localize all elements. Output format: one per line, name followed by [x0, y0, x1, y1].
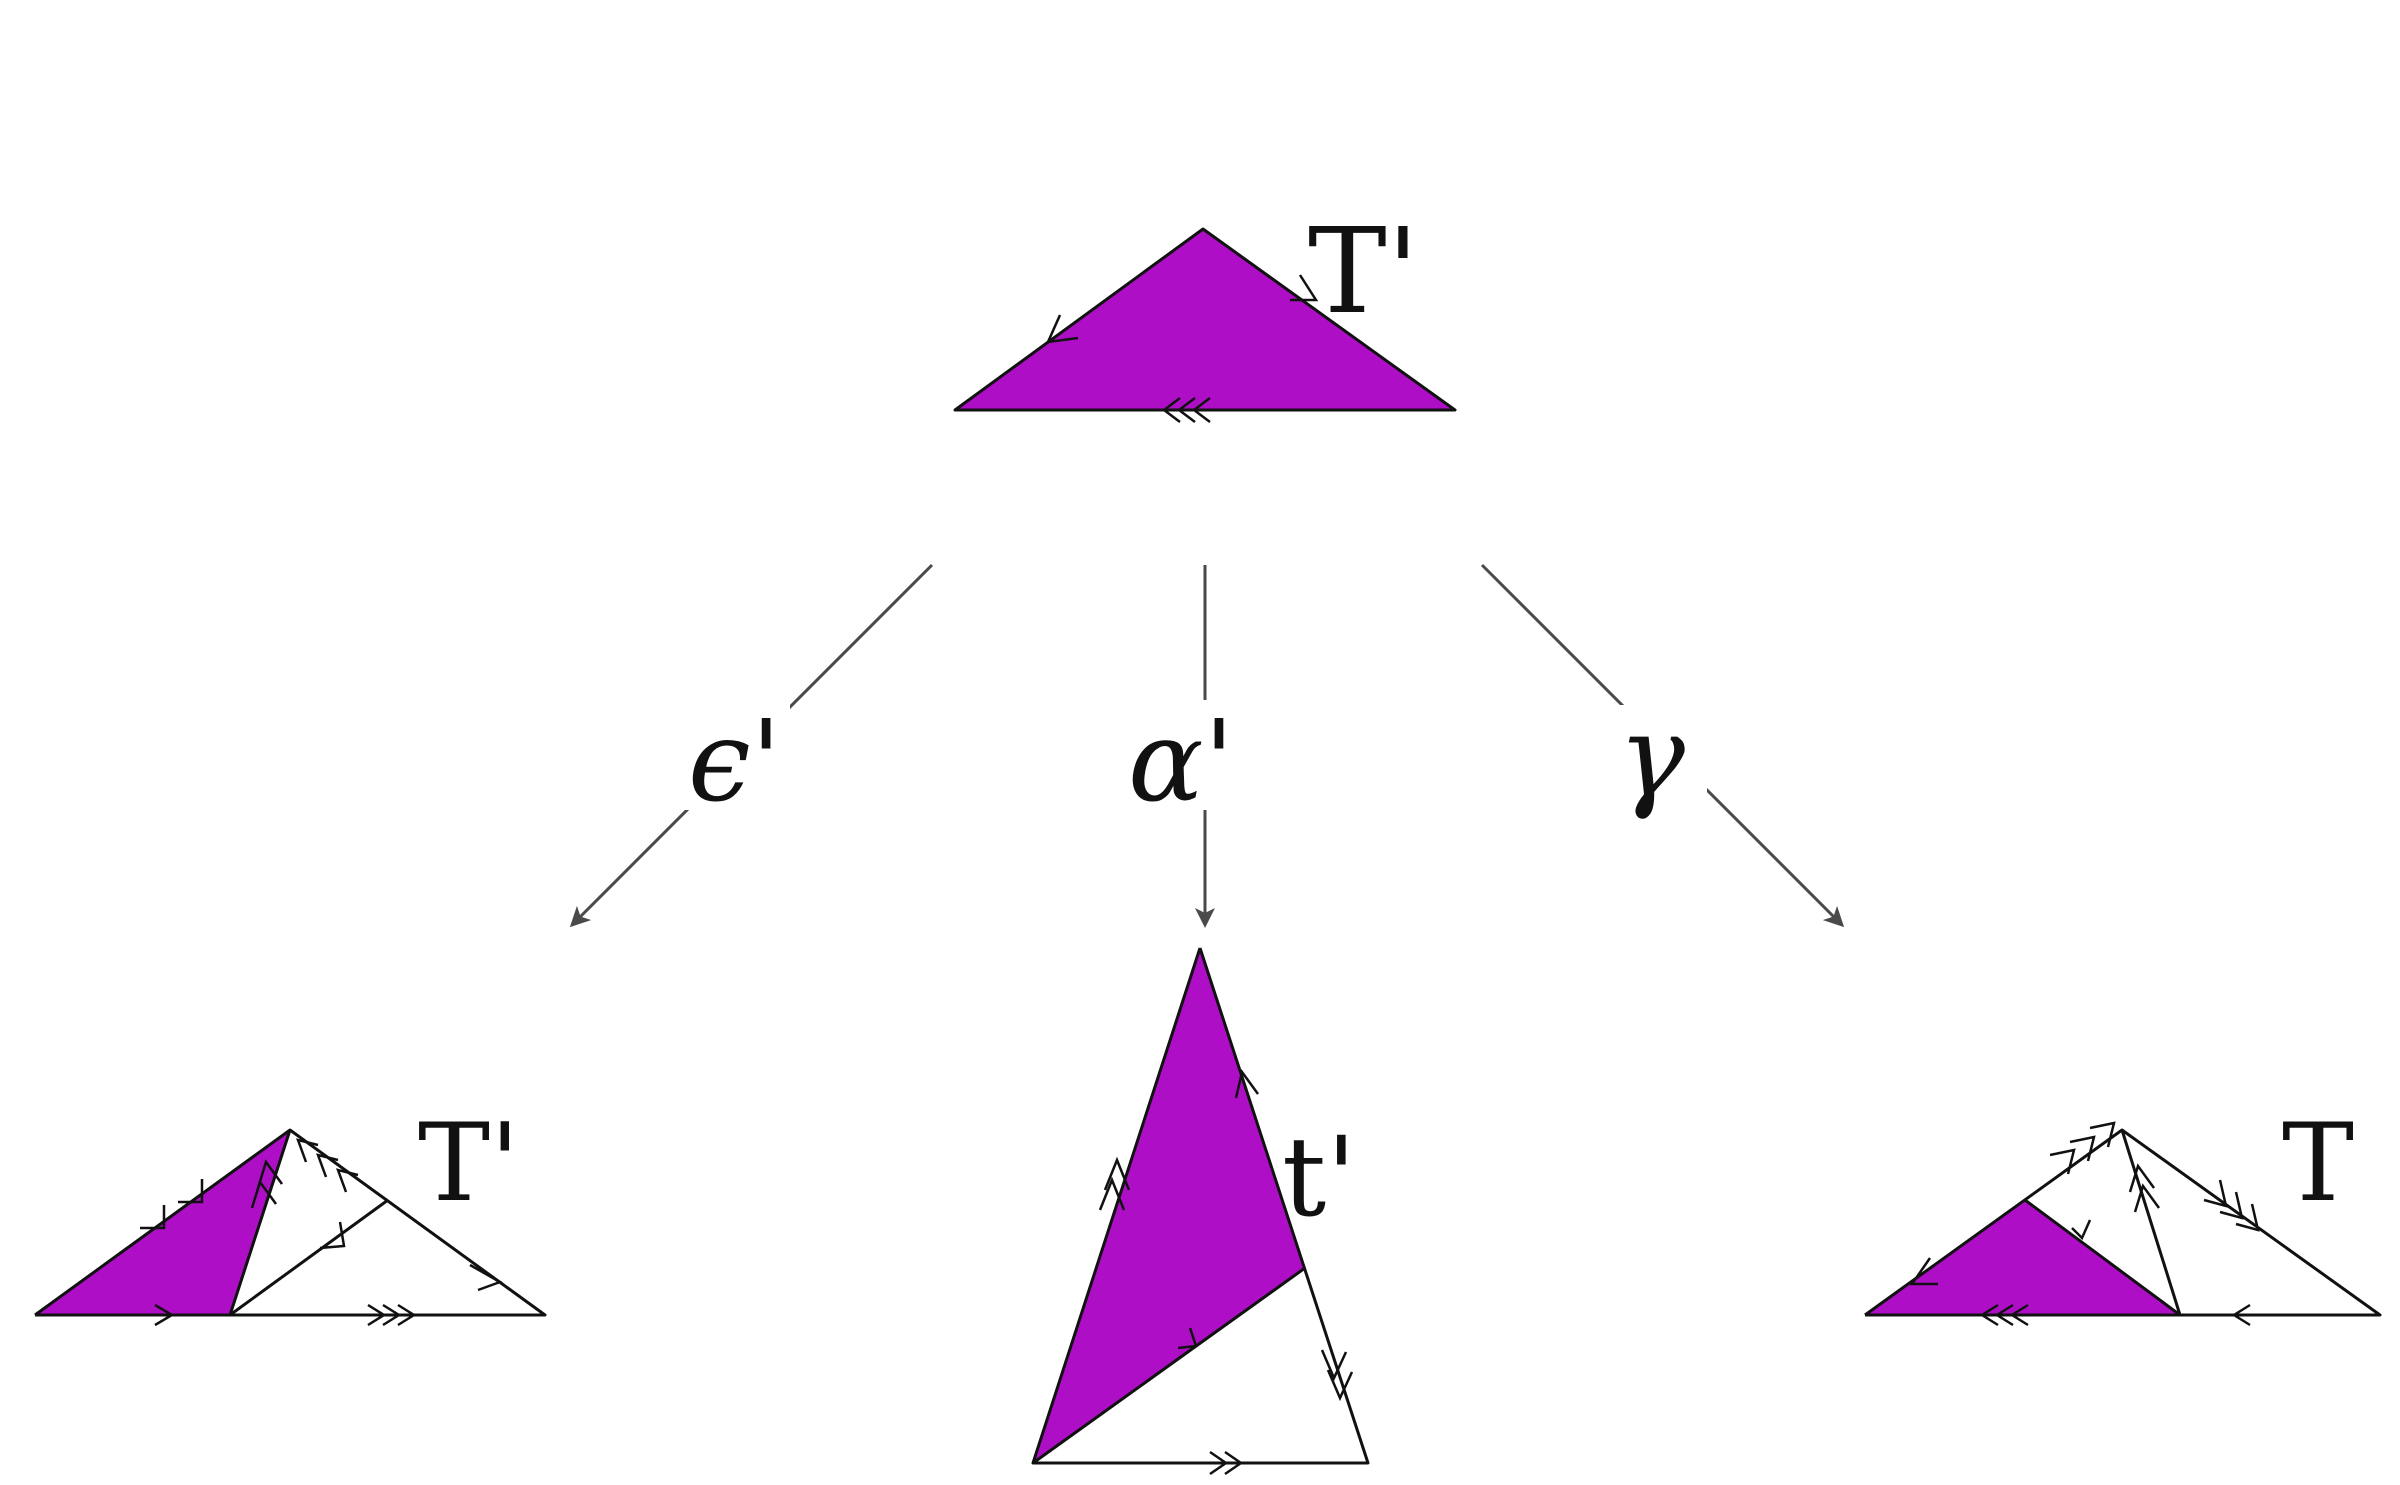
top-triangle-fill [953, 227, 1457, 412]
right-triangle-shaded-piece [1865, 1200, 2180, 1315]
top-edge-left-arrow-icon [1045, 314, 1079, 344]
arrow-alpha: α' [1120, 565, 1280, 928]
middle-triangle: t' [1031, 947, 1370, 1476]
left-triangle-inner-edge-1 [228, 1129, 292, 1316]
top-edge-right-arrow-icon [1290, 274, 1319, 302]
right-triangle: T [1864, 1101, 2382, 1327]
arrow-gamma: γ [1480, 563, 1845, 928]
top-triangle-label: T' [1308, 202, 1419, 340]
right-triangle-inner-edge-1 [2120, 1129, 2182, 1316]
right-triangle-outline [1864, 1128, 2382, 1317]
left-triangle-label: T' [418, 1101, 520, 1226]
right-triangle-label: T [2282, 1101, 2354, 1226]
top-edge-bottom-arrow-icon [1161, 397, 1211, 423]
arrow-epsilon-label: ϵ' [688, 697, 782, 827]
middle-triangle-outline [1031, 947, 1370, 1465]
middle-triangle-inner-edge [1032, 1266, 1306, 1465]
arrow-epsilon: ϵ' [569, 563, 934, 928]
arrow-gamma-label: γ [1618, 692, 1686, 822]
middle-triangle-edge-arrows-icon [1098, 1069, 1354, 1476]
left-triangle-edge-arrows-icon [140, 1138, 503, 1327]
middle-triangle-shaded-piece [1033, 948, 1305, 1463]
middle-triangle-label: t' [1282, 1113, 1356, 1241]
right-triangle-inner-edge-2 [2024, 1198, 2181, 1317]
left-triangle-outline [34, 1128, 547, 1317]
left-triangle: T' [34, 1101, 547, 1327]
arrow-alpha-label: α' [1128, 697, 1234, 827]
right-triangle-edge-arrows-icon [1909, 1121, 2260, 1327]
left-triangle-inner-edge-2 [229, 1198, 389, 1317]
top-triangle: T' [953, 202, 1457, 423]
